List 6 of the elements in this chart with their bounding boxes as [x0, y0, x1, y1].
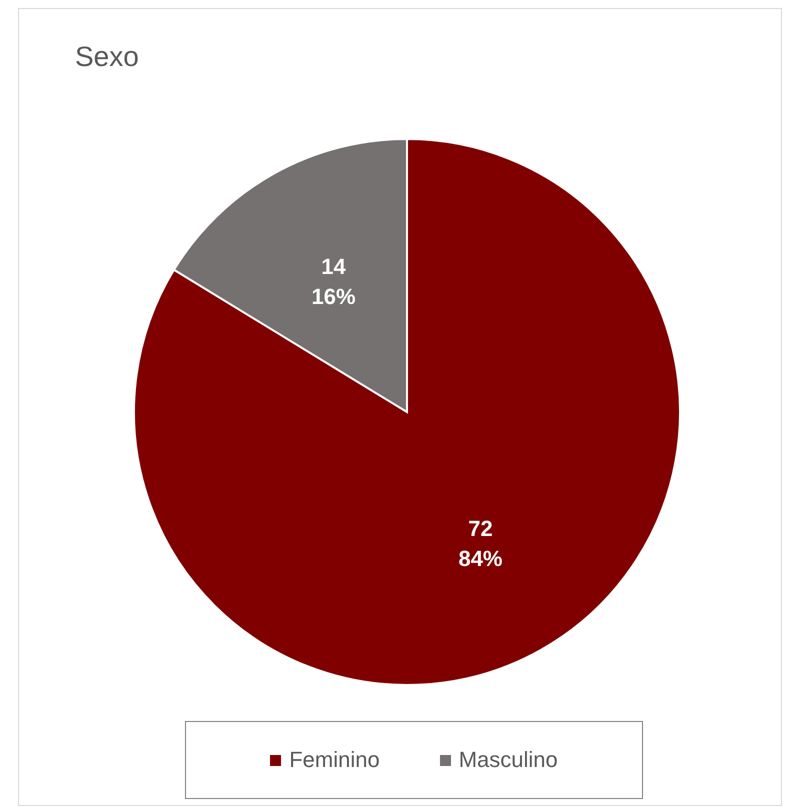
data-label: 14 16%: [311, 254, 356, 309]
data-label: 72 84%: [458, 515, 503, 570]
chart-title: Sexo: [75, 41, 139, 73]
legend-label: Feminino: [289, 747, 380, 773]
legend-label: Masculino: [458, 747, 558, 773]
pie-slice: [133, 138, 681, 686]
